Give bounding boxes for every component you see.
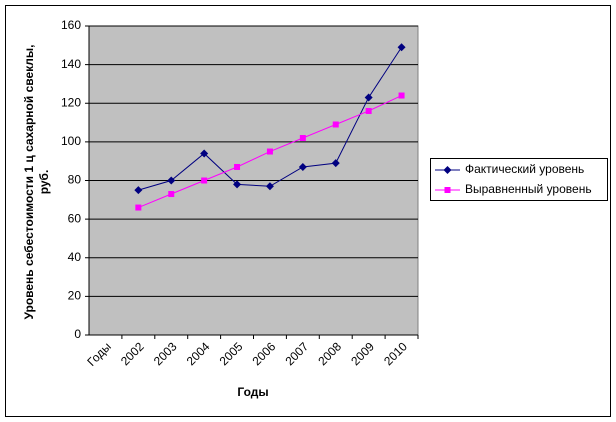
y-tick-label: 0 [74,327,81,341]
marker [397,43,406,52]
marker [265,182,274,191]
marker [233,180,242,189]
marker [135,204,142,211]
marker [365,107,372,114]
y-axis-title: Уровень себестоимости 1 ц сахарной свекл… [22,44,51,320]
marker [266,148,273,155]
legend-marker [443,166,452,174]
marker [167,176,176,185]
marker [201,177,208,184]
legend-label: Фактический уровень [465,162,584,176]
legend-marker [444,187,451,193]
y-tick-label: 140 [61,57,81,71]
marker [331,159,340,168]
y-tick-label: 40 [68,250,82,264]
marker [168,191,175,198]
y-tick-label: 20 [68,289,82,303]
marker [234,163,241,170]
marker [398,92,405,99]
y-tick-label: 100 [61,134,81,148]
marker [200,149,209,158]
y-tick-label: 120 [61,95,81,109]
x-axis-title: Годы [237,385,268,399]
marker [298,162,307,171]
marker [332,121,339,128]
marker [299,135,306,142]
legend-box [430,158,608,201]
y-tick-label: 160 [61,18,81,32]
y-tick-label: 80 [68,173,82,187]
marker [134,186,143,195]
legend-label: Выравненный уровень [465,182,592,196]
marker [364,93,373,102]
y-tick-label: 60 [68,211,82,225]
